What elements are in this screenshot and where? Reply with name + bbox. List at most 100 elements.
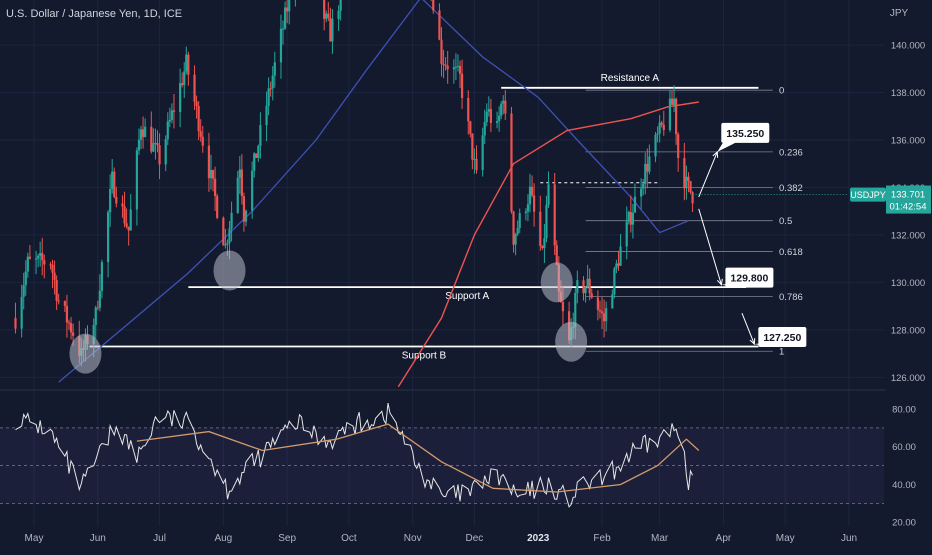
rsi-tick-0: 80.00 xyxy=(892,404,916,415)
candle-body xyxy=(625,221,628,247)
candle-87 xyxy=(267,77,270,116)
candle-70 xyxy=(216,193,219,220)
candle-body xyxy=(111,171,114,190)
time-tick-8: 2023 xyxy=(527,533,550,544)
candle-6 xyxy=(34,250,38,275)
candle-63 xyxy=(197,101,200,141)
candle-9 xyxy=(41,237,44,276)
candle-body xyxy=(72,332,75,336)
candle-1 xyxy=(20,284,23,338)
time-tick-11: Apr xyxy=(716,533,732,544)
target-label-0: 135.250 xyxy=(726,128,764,140)
candle-39 xyxy=(127,226,130,246)
candle-153 xyxy=(456,54,460,72)
candle-76 xyxy=(236,170,239,214)
candle-58 xyxy=(183,62,186,98)
candle-body xyxy=(63,301,66,306)
candle-body xyxy=(197,106,200,132)
candle-94 xyxy=(286,0,289,24)
candle-46 xyxy=(150,111,153,154)
candle-225 xyxy=(662,110,665,136)
candle-body xyxy=(633,196,637,213)
candle-109 xyxy=(329,7,332,42)
candle-78 xyxy=(240,154,243,205)
candle-111 xyxy=(337,5,340,31)
candle-90 xyxy=(273,51,276,88)
candle-205 xyxy=(605,301,608,332)
candle-107 xyxy=(325,10,328,23)
fib-label-3: 0.5 xyxy=(779,216,792,227)
highlight-circle-2 xyxy=(540,262,573,303)
candle-208 xyxy=(615,259,618,274)
candle-95 xyxy=(288,0,291,25)
candle-body xyxy=(267,88,270,106)
price-tick-0: 140.000 xyxy=(891,41,925,52)
candle-body xyxy=(37,255,40,259)
candle-body xyxy=(469,121,472,134)
candle-body xyxy=(687,176,690,181)
symbol-badge xyxy=(850,187,886,202)
candle-body xyxy=(214,178,217,197)
candle-197 xyxy=(584,286,587,303)
candle-body xyxy=(646,163,649,172)
highlight-circle-0 xyxy=(69,333,102,374)
candle-body xyxy=(100,262,104,291)
candle-body xyxy=(154,142,157,144)
candle-54 xyxy=(170,103,173,124)
time-tick-13: Jun xyxy=(841,533,857,544)
candle-147 xyxy=(440,27,443,77)
candle-body xyxy=(658,122,661,134)
candle-83 xyxy=(255,153,258,159)
candle-body xyxy=(127,226,130,231)
candle-body xyxy=(444,64,447,66)
candle-body xyxy=(475,158,478,171)
fib-label-6: 1 xyxy=(779,347,784,358)
candle-body xyxy=(168,119,171,122)
candle-159 xyxy=(473,148,476,174)
candle-171 xyxy=(510,106,513,214)
candle-body xyxy=(516,228,519,235)
candle-body xyxy=(512,211,515,245)
candle-154 xyxy=(458,60,462,89)
candle-93 xyxy=(283,1,287,30)
candle-body xyxy=(253,153,256,171)
candle-body xyxy=(574,292,577,328)
candle-79 xyxy=(242,192,246,232)
candle-body xyxy=(152,143,155,152)
candle-106 xyxy=(323,0,326,31)
price-tick-1: 138.000 xyxy=(891,88,925,99)
candle-body xyxy=(452,67,455,70)
candle-168 xyxy=(500,101,503,120)
candle-182 xyxy=(541,245,544,250)
candle-body xyxy=(26,256,29,272)
candle-body xyxy=(487,109,490,112)
candle-body xyxy=(230,212,233,229)
candle-body xyxy=(224,244,227,246)
candle-15 xyxy=(57,293,60,305)
candle-162 xyxy=(483,109,486,144)
candle-92 xyxy=(281,20,285,45)
candle-203 xyxy=(600,296,604,329)
candle-body xyxy=(602,313,606,322)
candle-body xyxy=(156,142,159,146)
candle-body xyxy=(656,133,659,135)
support-resistance-levels: Resistance A Support A Support B 0 0.236 0.38… xyxy=(89,73,803,361)
candle-body xyxy=(183,71,186,86)
candle-body xyxy=(442,63,445,65)
candle-body xyxy=(685,176,688,189)
candle-232 xyxy=(685,165,688,200)
candle-body xyxy=(34,258,38,260)
candle-68 xyxy=(211,169,215,192)
candle-body xyxy=(179,83,182,112)
candle-0 xyxy=(14,302,17,334)
candle-186 xyxy=(553,173,556,256)
candle-body xyxy=(244,210,248,222)
candle-55 xyxy=(172,94,176,129)
candle-body xyxy=(605,308,608,322)
time-tick-6: Nov xyxy=(404,533,422,544)
candle-8 xyxy=(39,241,42,267)
time-tick-9: Feb xyxy=(593,533,611,544)
candle-body xyxy=(283,7,287,29)
